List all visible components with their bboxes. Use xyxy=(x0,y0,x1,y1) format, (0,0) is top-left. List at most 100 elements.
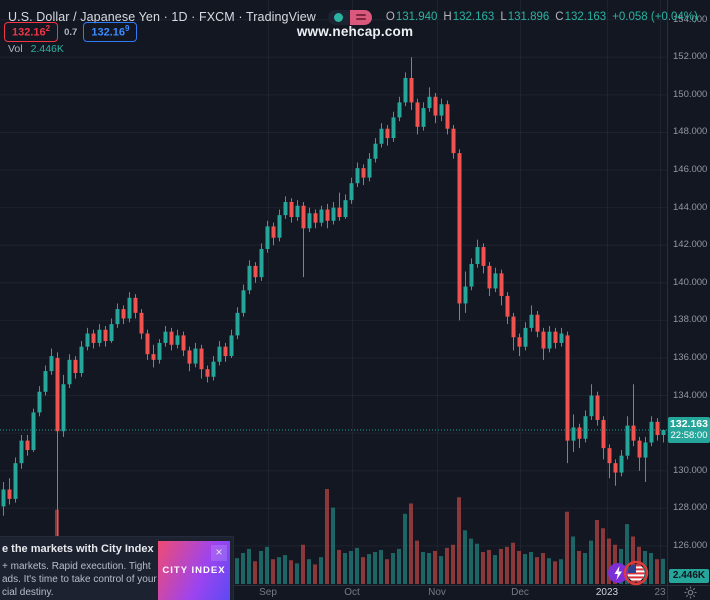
candle-body xyxy=(259,248,264,278)
volume-bar xyxy=(607,538,611,584)
volume-bar xyxy=(391,553,395,584)
candle-body xyxy=(43,371,48,392)
candle-body xyxy=(73,359,78,373)
candle-body xyxy=(661,430,666,435)
volume-bar xyxy=(457,497,461,584)
candle-body xyxy=(199,348,204,370)
volume-badge: 2.446K xyxy=(669,569,709,583)
candle-body xyxy=(463,286,468,304)
volume-bar xyxy=(385,559,389,584)
volume-bar xyxy=(463,530,467,584)
bid-price: 132.16 xyxy=(12,26,46,39)
candle-body xyxy=(211,361,216,377)
bid-pipette: 2 xyxy=(45,24,51,34)
price-tick-label: 144.000 xyxy=(673,201,708,213)
candle-body xyxy=(217,346,222,362)
candle-body xyxy=(403,77,408,103)
spread-value: 0.7 xyxy=(64,26,78,38)
lightning-badge-icon xyxy=(608,563,628,583)
volume-bar xyxy=(421,551,425,584)
candle-body xyxy=(583,416,588,439)
candle-body xyxy=(91,333,96,343)
candle-body xyxy=(655,421,660,435)
candle-body xyxy=(433,96,438,116)
ask-pipette: 9 xyxy=(124,24,130,34)
indicator-toggle[interactable] xyxy=(349,9,372,25)
volume-bar xyxy=(301,544,305,584)
volume-bar xyxy=(493,555,497,584)
candle-body xyxy=(139,312,144,334)
volume-bar xyxy=(631,536,635,584)
price-scale[interactable]: 154.000 152.000 150.000 148.000 146.000 144.0… xyxy=(668,0,710,585)
candle-body xyxy=(553,331,558,343)
ad-body-line: + markets. Rapid execution. Tight xyxy=(2,561,151,572)
ad-close-button[interactable]: × xyxy=(211,545,227,561)
volume-bar xyxy=(409,503,413,584)
sell-button[interactable]: 132.162 xyxy=(4,22,59,42)
volume-bar xyxy=(373,551,377,584)
volume-bar xyxy=(553,561,557,584)
volume-bar xyxy=(259,550,263,584)
candle-body xyxy=(265,226,270,249)
candle-body xyxy=(421,108,426,127)
candle-body xyxy=(253,265,258,278)
candle-body xyxy=(499,273,504,296)
symbol-title[interactable]: U.S. Dollar / Japanese Yen · 1D · FXCM ·… xyxy=(8,10,316,24)
volume-bar xyxy=(571,536,575,584)
volume-bar xyxy=(361,557,365,584)
ad-banner[interactable]: e the markets with City Index + markets.… xyxy=(0,537,233,600)
candle-body xyxy=(547,331,552,349)
candle-body xyxy=(577,427,582,439)
time-tick-label: Sep xyxy=(259,587,277,598)
candle-body xyxy=(517,337,522,347)
candle-body xyxy=(97,329,102,343)
candle-body xyxy=(169,331,174,345)
volume-bar xyxy=(397,548,401,584)
chart-emoji-badges[interactable] xyxy=(605,560,653,591)
candle-body xyxy=(619,455,624,473)
time-tick-label: Dec xyxy=(511,587,529,598)
time-tick-label: Nov xyxy=(428,587,446,598)
volume-bar xyxy=(349,550,353,584)
volume-bar xyxy=(481,551,485,584)
time-tick-label: Oct xyxy=(344,587,360,598)
candle-body xyxy=(331,207,336,221)
ad-logo-tile[interactable]: CITY INDEX × xyxy=(158,541,230,600)
candle-body xyxy=(181,335,186,351)
scale-settings-button[interactable] xyxy=(683,586,698,599)
volume-bar xyxy=(283,555,287,584)
volume-bar xyxy=(577,550,581,584)
volume-bar xyxy=(379,549,383,584)
market-status-toggle[interactable] xyxy=(327,9,350,25)
ad-title[interactable]: e the markets with City Index xyxy=(2,543,154,555)
volume-bar xyxy=(655,559,659,584)
candle-body xyxy=(145,333,150,355)
high-value: 132.163 xyxy=(452,11,495,23)
candle-body xyxy=(55,357,60,432)
candle-body xyxy=(151,354,156,360)
candle-body xyxy=(313,213,318,223)
time-scale[interactable]: Sep Oct Nov Dec 2023 23 xyxy=(0,585,710,600)
ask-price: 132.16 xyxy=(91,26,125,39)
candle-body xyxy=(469,263,474,287)
candle-body xyxy=(1,489,6,507)
candle-body xyxy=(607,448,612,464)
candle-body xyxy=(571,427,576,441)
candle-body xyxy=(319,209,324,223)
candle-body xyxy=(625,425,630,456)
open-value: 131.940 xyxy=(395,11,438,23)
volume-bar xyxy=(319,557,323,584)
close-value: 132.163 xyxy=(564,11,607,23)
buy-button[interactable]: 132.169 xyxy=(83,22,138,42)
volume-bar xyxy=(529,551,533,584)
candle-body xyxy=(631,425,636,441)
candle-body xyxy=(241,290,246,313)
volume-bar xyxy=(439,556,443,584)
price-tick-label: 142.000 xyxy=(673,239,708,251)
candle-body xyxy=(415,102,420,127)
candle-body xyxy=(505,295,510,317)
volume-bar xyxy=(355,547,359,584)
close-label: C xyxy=(555,11,564,23)
candle-body xyxy=(439,104,444,116)
candle-body xyxy=(541,331,546,349)
